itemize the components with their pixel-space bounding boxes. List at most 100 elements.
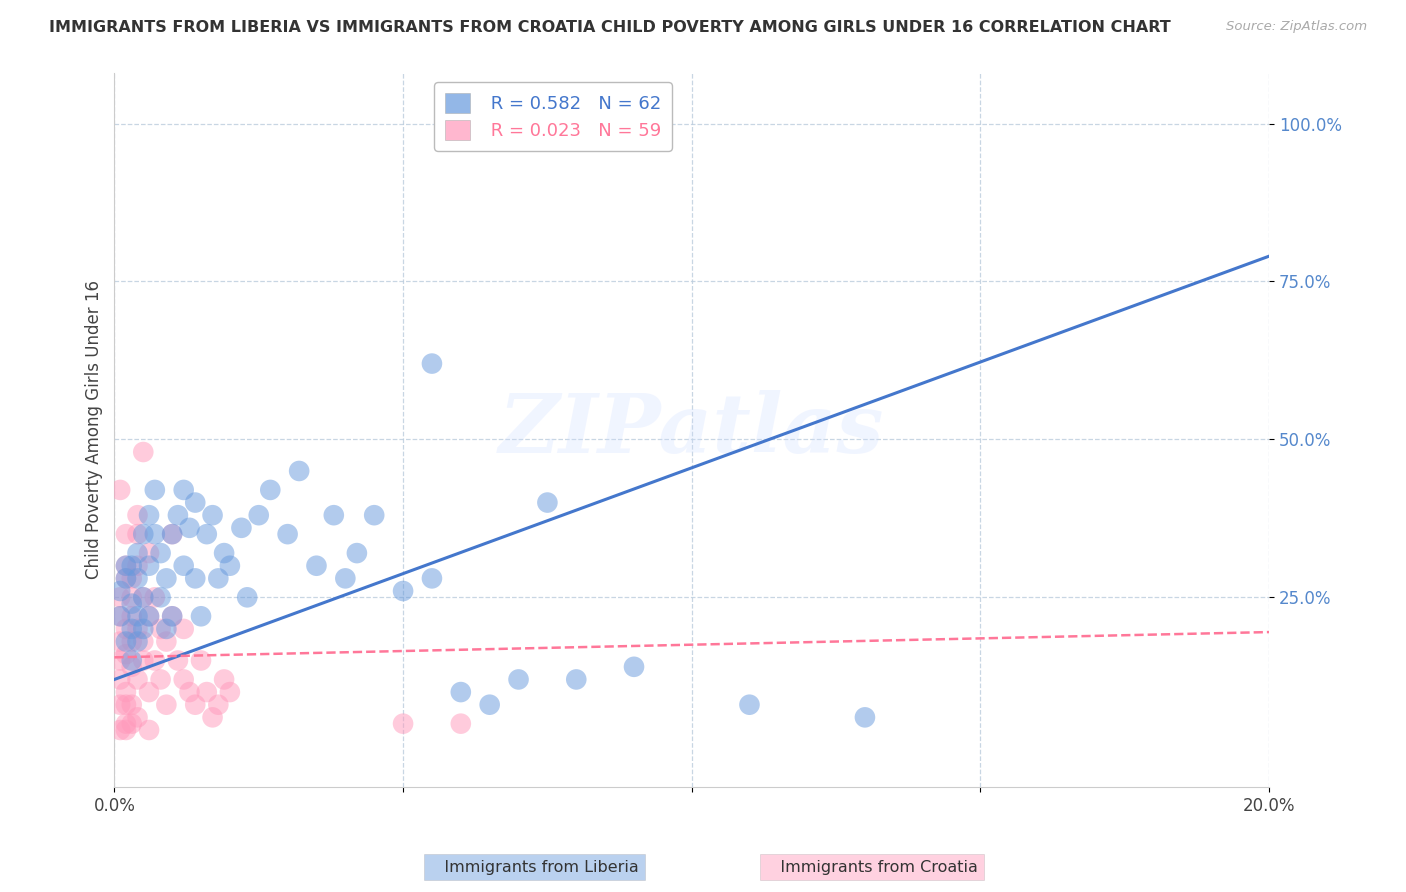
Point [420, 357, 443, 371]
Point [115, 571, 138, 585]
Point [138, 546, 160, 560]
Point [138, 685, 160, 699]
Point [155, 634, 177, 648]
Point [127, 634, 149, 648]
Point [853, 710, 876, 724]
Point [121, 591, 143, 605]
Point [132, 653, 155, 667]
Point [392, 584, 415, 599]
Point [138, 508, 160, 523]
Point [127, 609, 149, 624]
Point [155, 622, 177, 636]
Point [108, 634, 131, 648]
Point [108, 609, 131, 624]
Point [623, 660, 645, 674]
Point [127, 710, 149, 724]
Point [115, 647, 138, 661]
Point [207, 571, 229, 585]
Point [218, 685, 240, 699]
Point [149, 546, 172, 560]
Point [149, 622, 172, 636]
Point [565, 673, 588, 687]
Point [115, 723, 138, 737]
Point [127, 558, 149, 573]
Point [184, 571, 207, 585]
Point [236, 591, 259, 605]
Point [115, 622, 138, 636]
Point [392, 716, 415, 731]
Point [149, 673, 172, 687]
Point [346, 546, 368, 560]
Point [167, 653, 190, 667]
Point [167, 508, 190, 523]
Point [212, 673, 235, 687]
Point [115, 527, 138, 541]
Point [190, 609, 212, 624]
Point [322, 508, 344, 523]
Point [478, 698, 501, 712]
Point [127, 673, 149, 687]
Point [259, 483, 281, 497]
Point [149, 591, 172, 605]
Point [173, 673, 195, 687]
Point [173, 558, 195, 573]
Point [115, 558, 138, 573]
Point [231, 521, 253, 535]
Point [132, 445, 155, 459]
Point [115, 571, 138, 585]
Point [138, 558, 160, 573]
Point [121, 571, 143, 585]
Point [108, 673, 131, 687]
Point [108, 483, 131, 497]
Point [160, 609, 183, 624]
Point [201, 710, 224, 724]
Point [173, 622, 195, 636]
Point [138, 723, 160, 737]
Point [108, 591, 131, 605]
Point [212, 546, 235, 560]
Point [173, 483, 195, 497]
Point [127, 508, 149, 523]
Point [121, 698, 143, 712]
Point [121, 597, 143, 611]
Point [121, 653, 143, 667]
Point [536, 495, 558, 509]
Point [155, 571, 177, 585]
Point [108, 698, 131, 712]
Point [288, 464, 311, 478]
Text: Immigrants from Croatia: Immigrants from Croatia [765, 860, 979, 874]
Point [160, 527, 183, 541]
Point [450, 716, 472, 731]
Point [127, 622, 149, 636]
Point [363, 508, 385, 523]
Point [277, 527, 299, 541]
Point [179, 521, 201, 535]
Point [247, 508, 270, 523]
Point [738, 698, 761, 712]
Point [195, 527, 218, 541]
Point [335, 571, 357, 585]
Point [132, 634, 155, 648]
Point [184, 698, 207, 712]
Point [132, 591, 155, 605]
Point [115, 716, 138, 731]
Point [127, 527, 149, 541]
Text: Immigrants from Liberia: Immigrants from Liberia [429, 860, 640, 874]
Point [121, 634, 143, 648]
Point [143, 483, 166, 497]
Text: IMMIGRANTS FROM LIBERIA VS IMMIGRANTS FROM CROATIA CHILD POVERTY AMONG GIRLS UND: IMMIGRANTS FROM LIBERIA VS IMMIGRANTS FR… [49, 20, 1171, 35]
Point [184, 495, 207, 509]
Point [121, 660, 143, 674]
Point [305, 558, 328, 573]
Y-axis label: Child Poverty Among Girls Under 16: Child Poverty Among Girls Under 16 [86, 280, 103, 580]
Text: ZIPatlas: ZIPatlas [499, 390, 884, 470]
Text: Source: ZipAtlas.com: Source: ZipAtlas.com [1226, 20, 1367, 33]
Point [108, 723, 131, 737]
Point [115, 698, 138, 712]
Point [108, 609, 131, 624]
Point [160, 527, 183, 541]
Point [138, 609, 160, 624]
Point [143, 653, 166, 667]
Point [508, 673, 530, 687]
Point [201, 508, 224, 523]
